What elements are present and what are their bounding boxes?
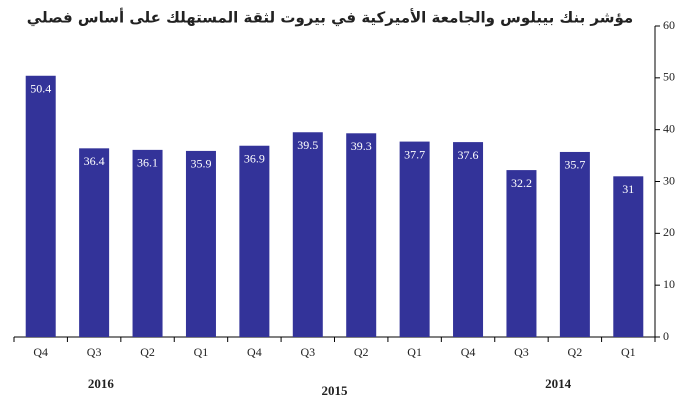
x-tick-label: Q3 <box>300 345 315 359</box>
bar <box>132 149 163 337</box>
y-tick-label: 50 <box>663 70 675 84</box>
bar <box>399 141 430 337</box>
bar <box>185 150 216 337</box>
group-label: 2015 <box>322 383 349 398</box>
x-tick-label: Q2 <box>354 345 369 359</box>
value-label: 36.9 <box>244 151 265 165</box>
bar <box>25 75 56 337</box>
bar <box>506 170 537 337</box>
value-label: 37.7 <box>404 147 425 161</box>
y-tick-label: 10 <box>663 277 675 291</box>
value-label: 32.2 <box>511 176 532 190</box>
group-label: 2014 <box>545 376 572 391</box>
group-label: 2016 <box>88 376 115 391</box>
bar <box>453 142 484 337</box>
x-tick-label: Q1 <box>194 345 209 359</box>
bar <box>239 145 270 337</box>
value-label: 31 <box>622 182 634 196</box>
bar <box>559 151 590 337</box>
value-label: 35.9 <box>190 157 211 171</box>
bar <box>613 176 644 337</box>
value-label: 39.5 <box>297 138 318 152</box>
bar <box>292 132 323 337</box>
x-tick-label: Q3 <box>514 345 529 359</box>
value-label: 36.1 <box>137 156 158 170</box>
x-tick-label: Q1 <box>621 345 636 359</box>
y-tick-label: 30 <box>663 173 675 187</box>
y-tick-label: 0 <box>663 329 669 343</box>
x-tick-label: Q2 <box>568 345 583 359</box>
value-label: 35.7 <box>564 158 585 172</box>
y-tick-label: 60 <box>663 18 675 32</box>
value-label: 36.4 <box>84 154 105 168</box>
x-tick-label: Q4 <box>247 345 262 359</box>
chart-title: مؤشر بنك بيبلوس والجامعة الأميركية في بي… <box>27 8 633 27</box>
bar <box>346 133 377 337</box>
x-tick-label: Q4 <box>461 345 476 359</box>
bar <box>79 148 110 337</box>
y-tick-label: 40 <box>663 121 675 135</box>
x-tick-label: Q3 <box>87 345 102 359</box>
y-tick-label: 20 <box>663 225 675 239</box>
x-tick-label: Q2 <box>140 345 155 359</box>
x-tick-label: Q4 <box>33 345 48 359</box>
x-tick-label: Q1 <box>407 345 422 359</box>
value-label: 50.4 <box>30 82 51 96</box>
value-label: 37.6 <box>458 148 479 162</box>
value-label: 39.3 <box>351 139 372 153</box>
